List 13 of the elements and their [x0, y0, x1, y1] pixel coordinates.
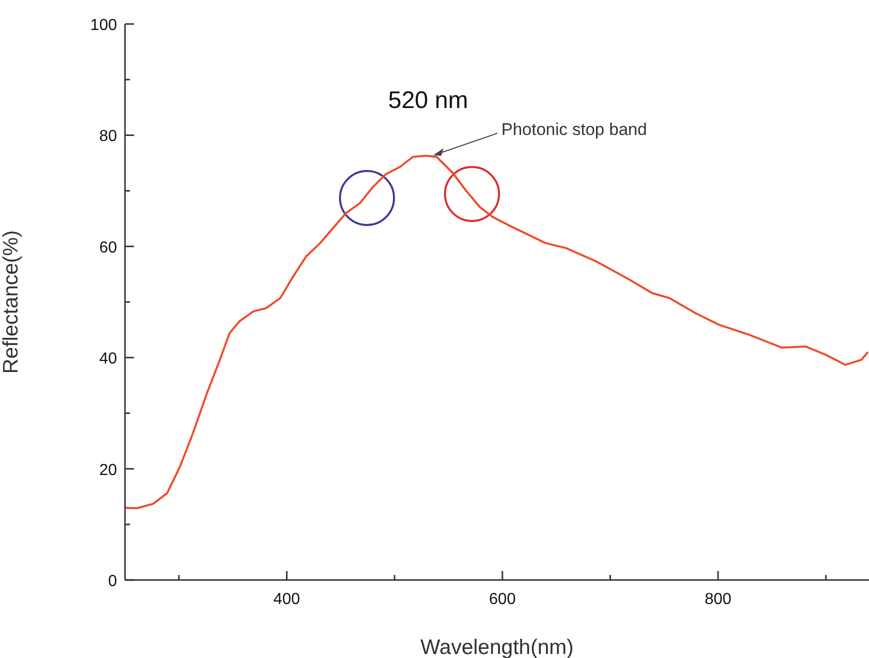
annotation: Photonic stop band: [501, 120, 647, 140]
x-tick-label: 600: [489, 591, 516, 608]
y-axis-title: Reflectance(%): [0, 230, 22, 374]
x-tick-label: 800: [704, 591, 732, 608]
y-tick-label: 80: [99, 128, 118, 146]
y-tick-label: 40: [99, 350, 118, 368]
y-tick-label: 0: [108, 573, 118, 590]
y-tick-label: 60: [99, 239, 118, 256]
annotation: 520 nm: [388, 86, 468, 114]
y-tick-label: 20: [99, 462, 118, 479]
x-axis-title: Wavelength(nm): [420, 636, 574, 658]
x-tick-label: 400: [273, 591, 300, 608]
y-tick-label: 100: [90, 17, 118, 34]
